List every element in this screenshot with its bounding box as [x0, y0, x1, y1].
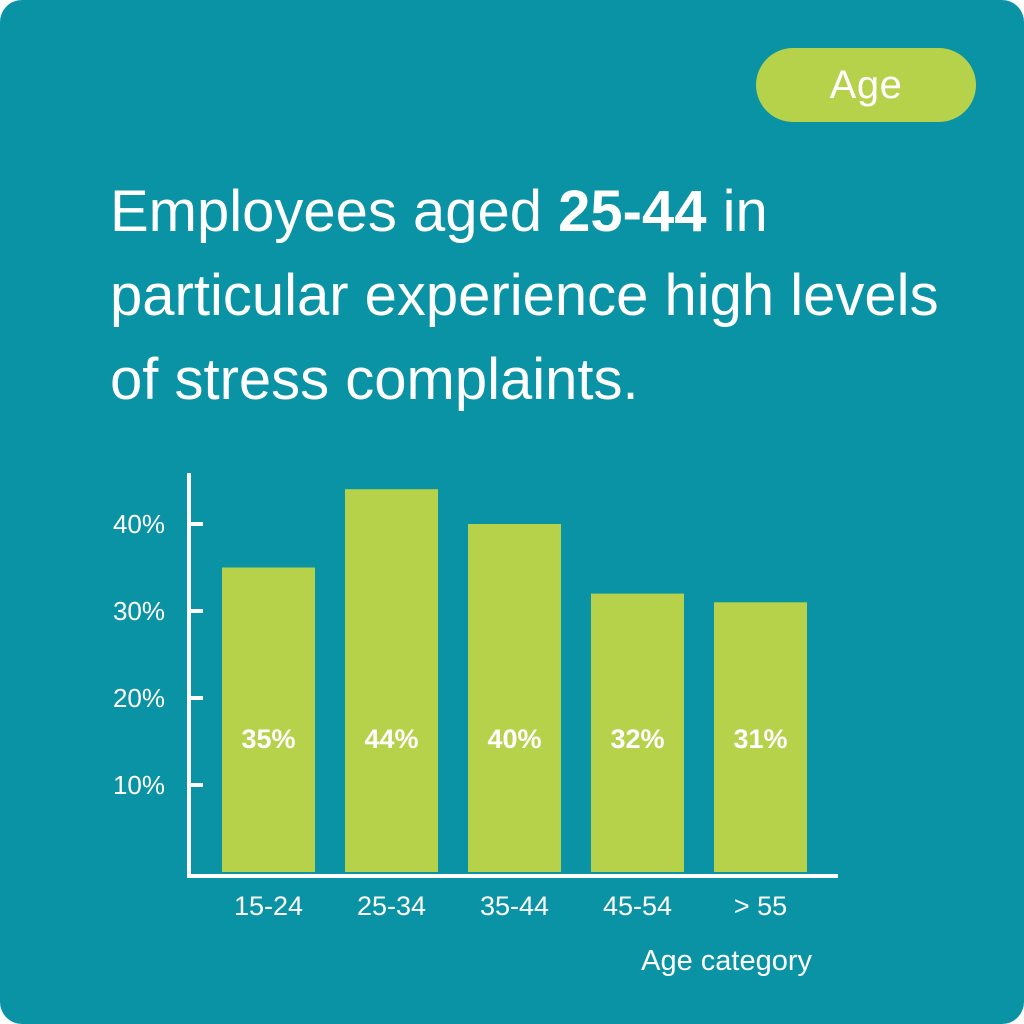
bar-25-34	[345, 489, 438, 872]
headline: Employees aged 25-44 in particular exper…	[110, 170, 990, 422]
x-tick-label: 45-54	[603, 891, 672, 921]
value-labels-group: 35% 44% 40% 32% 31%	[241, 724, 787, 754]
headline-emphasis: 25-44	[558, 179, 707, 244]
headline-prefix: Employees aged	[110, 179, 559, 244]
bar-35-44	[468, 524, 561, 872]
category-badge: Age	[756, 48, 976, 122]
y-tick-label: 40%	[113, 509, 165, 539]
x-tick-label: > 55	[734, 891, 787, 921]
y-ticks-group: 10% 20% 30% 40%	[113, 509, 203, 800]
y-tick-label: 10%	[113, 770, 165, 800]
bar-45-54	[591, 593, 684, 872]
bar-value-label: 40%	[487, 724, 541, 754]
x-tick-label: 25-34	[357, 891, 426, 921]
axes-group	[187, 473, 838, 878]
x-axis-title: Age category	[641, 945, 812, 977]
bar-value-label: 35%	[241, 724, 295, 754]
x-tick-label: 35-44	[480, 891, 549, 921]
bars-group	[222, 489, 807, 872]
bar-value-label: 44%	[364, 724, 418, 754]
bar-value-label: 31%	[733, 724, 787, 754]
bar-value-label: 32%	[610, 724, 664, 754]
y-tick-label: 30%	[113, 596, 165, 626]
x-labels-group: 15-24 25-34 35-44 45-54 > 55	[234, 891, 787, 921]
y-tick-label: 20%	[113, 683, 165, 713]
bar-15-24	[222, 567, 315, 872]
bar-55	[714, 602, 807, 872]
headline-suffix: in particular experience high levels of …	[110, 179, 939, 412]
x-tick-label: 15-24	[234, 891, 303, 921]
